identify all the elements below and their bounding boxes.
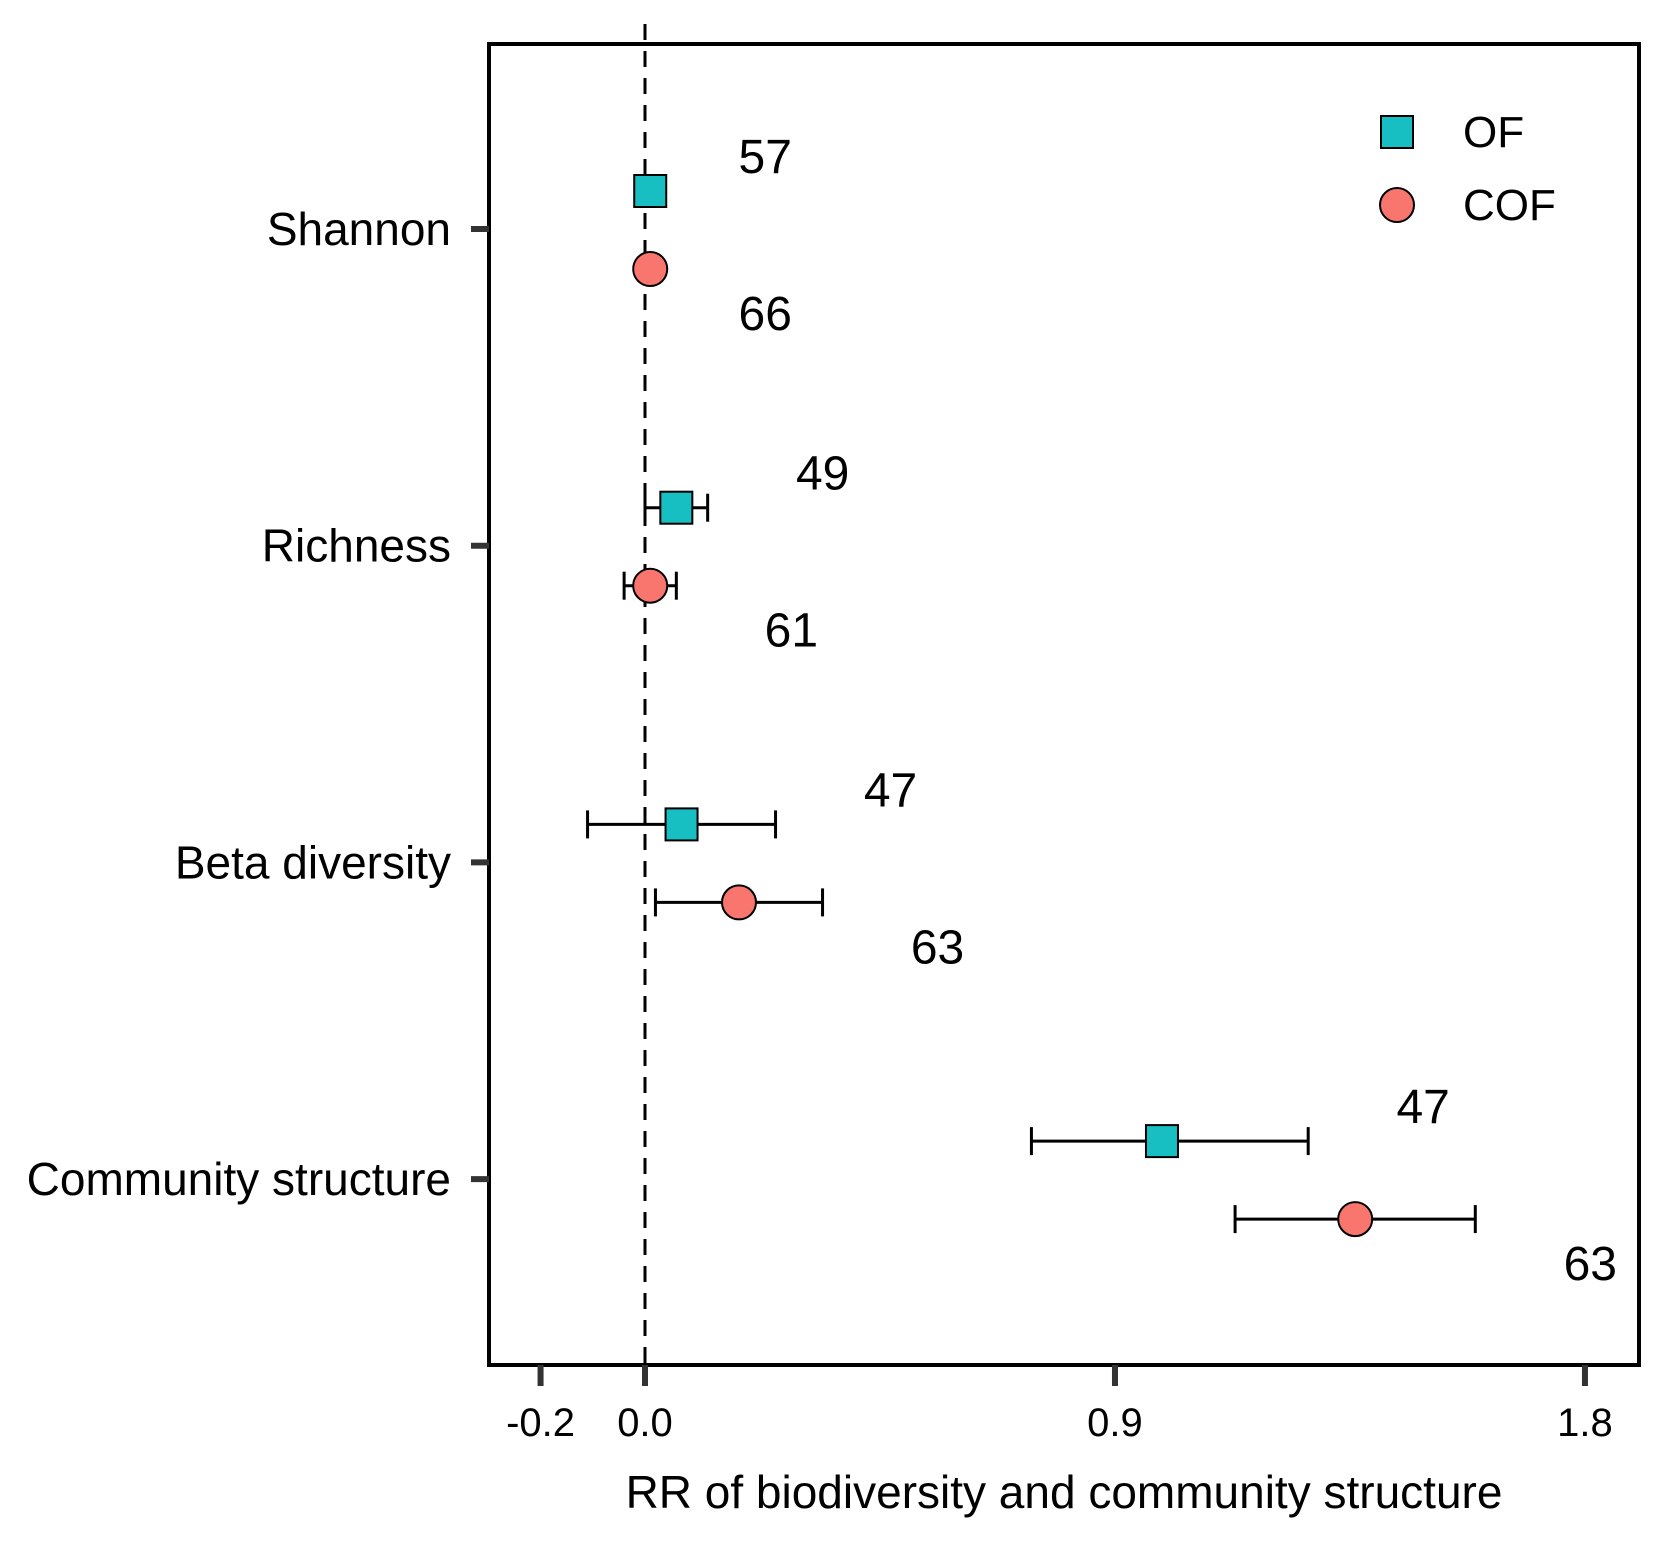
- n-label-of-shannon: 57: [739, 131, 792, 184]
- point-of-shannon: [633, 174, 668, 208]
- category-label-beta-diversity: Beta diversity: [175, 836, 451, 888]
- n-label-of-community-structure: 47: [1396, 1081, 1449, 1134]
- legend-marker-cof: [1379, 187, 1415, 223]
- category-label-community-structure: Community structure: [27, 1153, 451, 1205]
- legend-marker-of: [1380, 115, 1414, 149]
- n-label-cof-beta-diversity: 63: [911, 921, 964, 974]
- point-of-richness: [659, 490, 694, 525]
- x-axis-title: RR of biodiversity and community structu…: [626, 1466, 1503, 1518]
- sample-size-labels: 57 49 47 47 66 61 63 63: [739, 131, 1617, 1291]
- n-label-of-beta-diversity: 47: [864, 764, 917, 817]
- x-tick-label-0-9: 0.9: [1087, 1401, 1143, 1445]
- x-tick-label-0-2: -0.2: [506, 1401, 575, 1445]
- category-axis: Shannon Richness Beta diversity Community s…: [27, 203, 489, 1205]
- n-label-of-richness: 49: [796, 448, 849, 501]
- point-cof-community-structure: [1337, 1201, 1374, 1238]
- category-label-shannon: Shannon: [267, 203, 451, 255]
- category-label-richness: Richness: [262, 520, 451, 572]
- n-label-cof-community-structure: 63: [1564, 1238, 1617, 1291]
- point-cof-beta-diversity: [720, 884, 757, 921]
- point-cof-shannon: [632, 251, 669, 287]
- n-label-cof-shannon: 66: [739, 288, 792, 341]
- legend-label-cof: COF: [1463, 181, 1556, 230]
- point-of-beta-diversity: [664, 807, 699, 842]
- n-label-cof-richness: 61: [765, 605, 818, 658]
- point-cof-richness: [632, 567, 669, 604]
- legend: OF COF: [1379, 108, 1556, 230]
- legend-label-of: OF: [1463, 108, 1524, 157]
- plot-frame: [487, 42, 1641, 1367]
- data-marks: [586, 174, 1477, 1238]
- x-tick-label-1-8: 1.8: [1557, 1401, 1613, 1445]
- x-axis: -0.2 0.0 0.9 1.8: [506, 1365, 1613, 1445]
- point-of-community-structure: [1144, 1124, 1179, 1159]
- x-tick-label-0-0: 0.0: [617, 1401, 673, 1445]
